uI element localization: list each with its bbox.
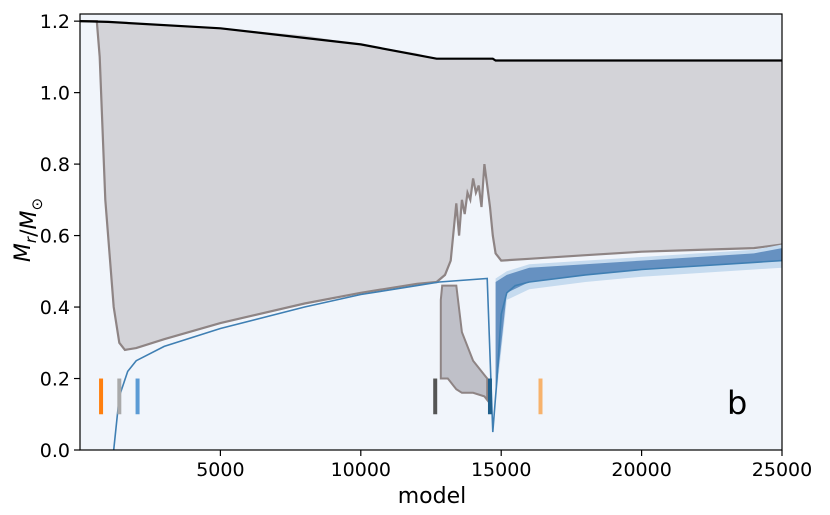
plot-frame: [79, 13, 783, 451]
y-tick-label-1.2: 1.2: [40, 11, 70, 33]
core-boundary-line: [112, 259, 783, 451]
panel-label: b: [727, 384, 747, 422]
y-tick-label-0.2: 0.2: [40, 369, 70, 391]
y-axis-label: Mr/M⊙: [11, 198, 46, 262]
x-axis-label: model: [398, 484, 467, 509]
envelope-convective-zone: [80, 21, 782, 350]
y-tick-label-0: 0.0: [40, 440, 70, 462]
y-tick-label-0.6: 0.6: [40, 226, 70, 248]
y-tick-label-0.4: 0.4: [40, 297, 70, 319]
x-tick-label-5000: 5000: [196, 459, 244, 481]
x-tick-label-20000: 20000: [611, 459, 671, 481]
plot-area: [79, 14, 783, 451]
inner-convective-zone: [439, 284, 489, 403]
axes: 5000 10000 15000 20000 25000 0.0 0.2 0.4 0.6 0.8 1…: [40, 11, 812, 481]
total-mass-line: [79, 20, 782, 62]
x-tick-label-15000: 15000: [471, 459, 531, 481]
y-tick-label-1: 1.0: [40, 83, 70, 105]
envelope-convective-boundary: [80, 20, 783, 352]
x-tick-label-25000: 25000: [752, 459, 812, 481]
y-tick-label-0.8: 0.8: [40, 154, 70, 176]
burning-region-halo: [495, 244, 782, 404]
x-tick-label-10000: 10000: [331, 459, 391, 481]
